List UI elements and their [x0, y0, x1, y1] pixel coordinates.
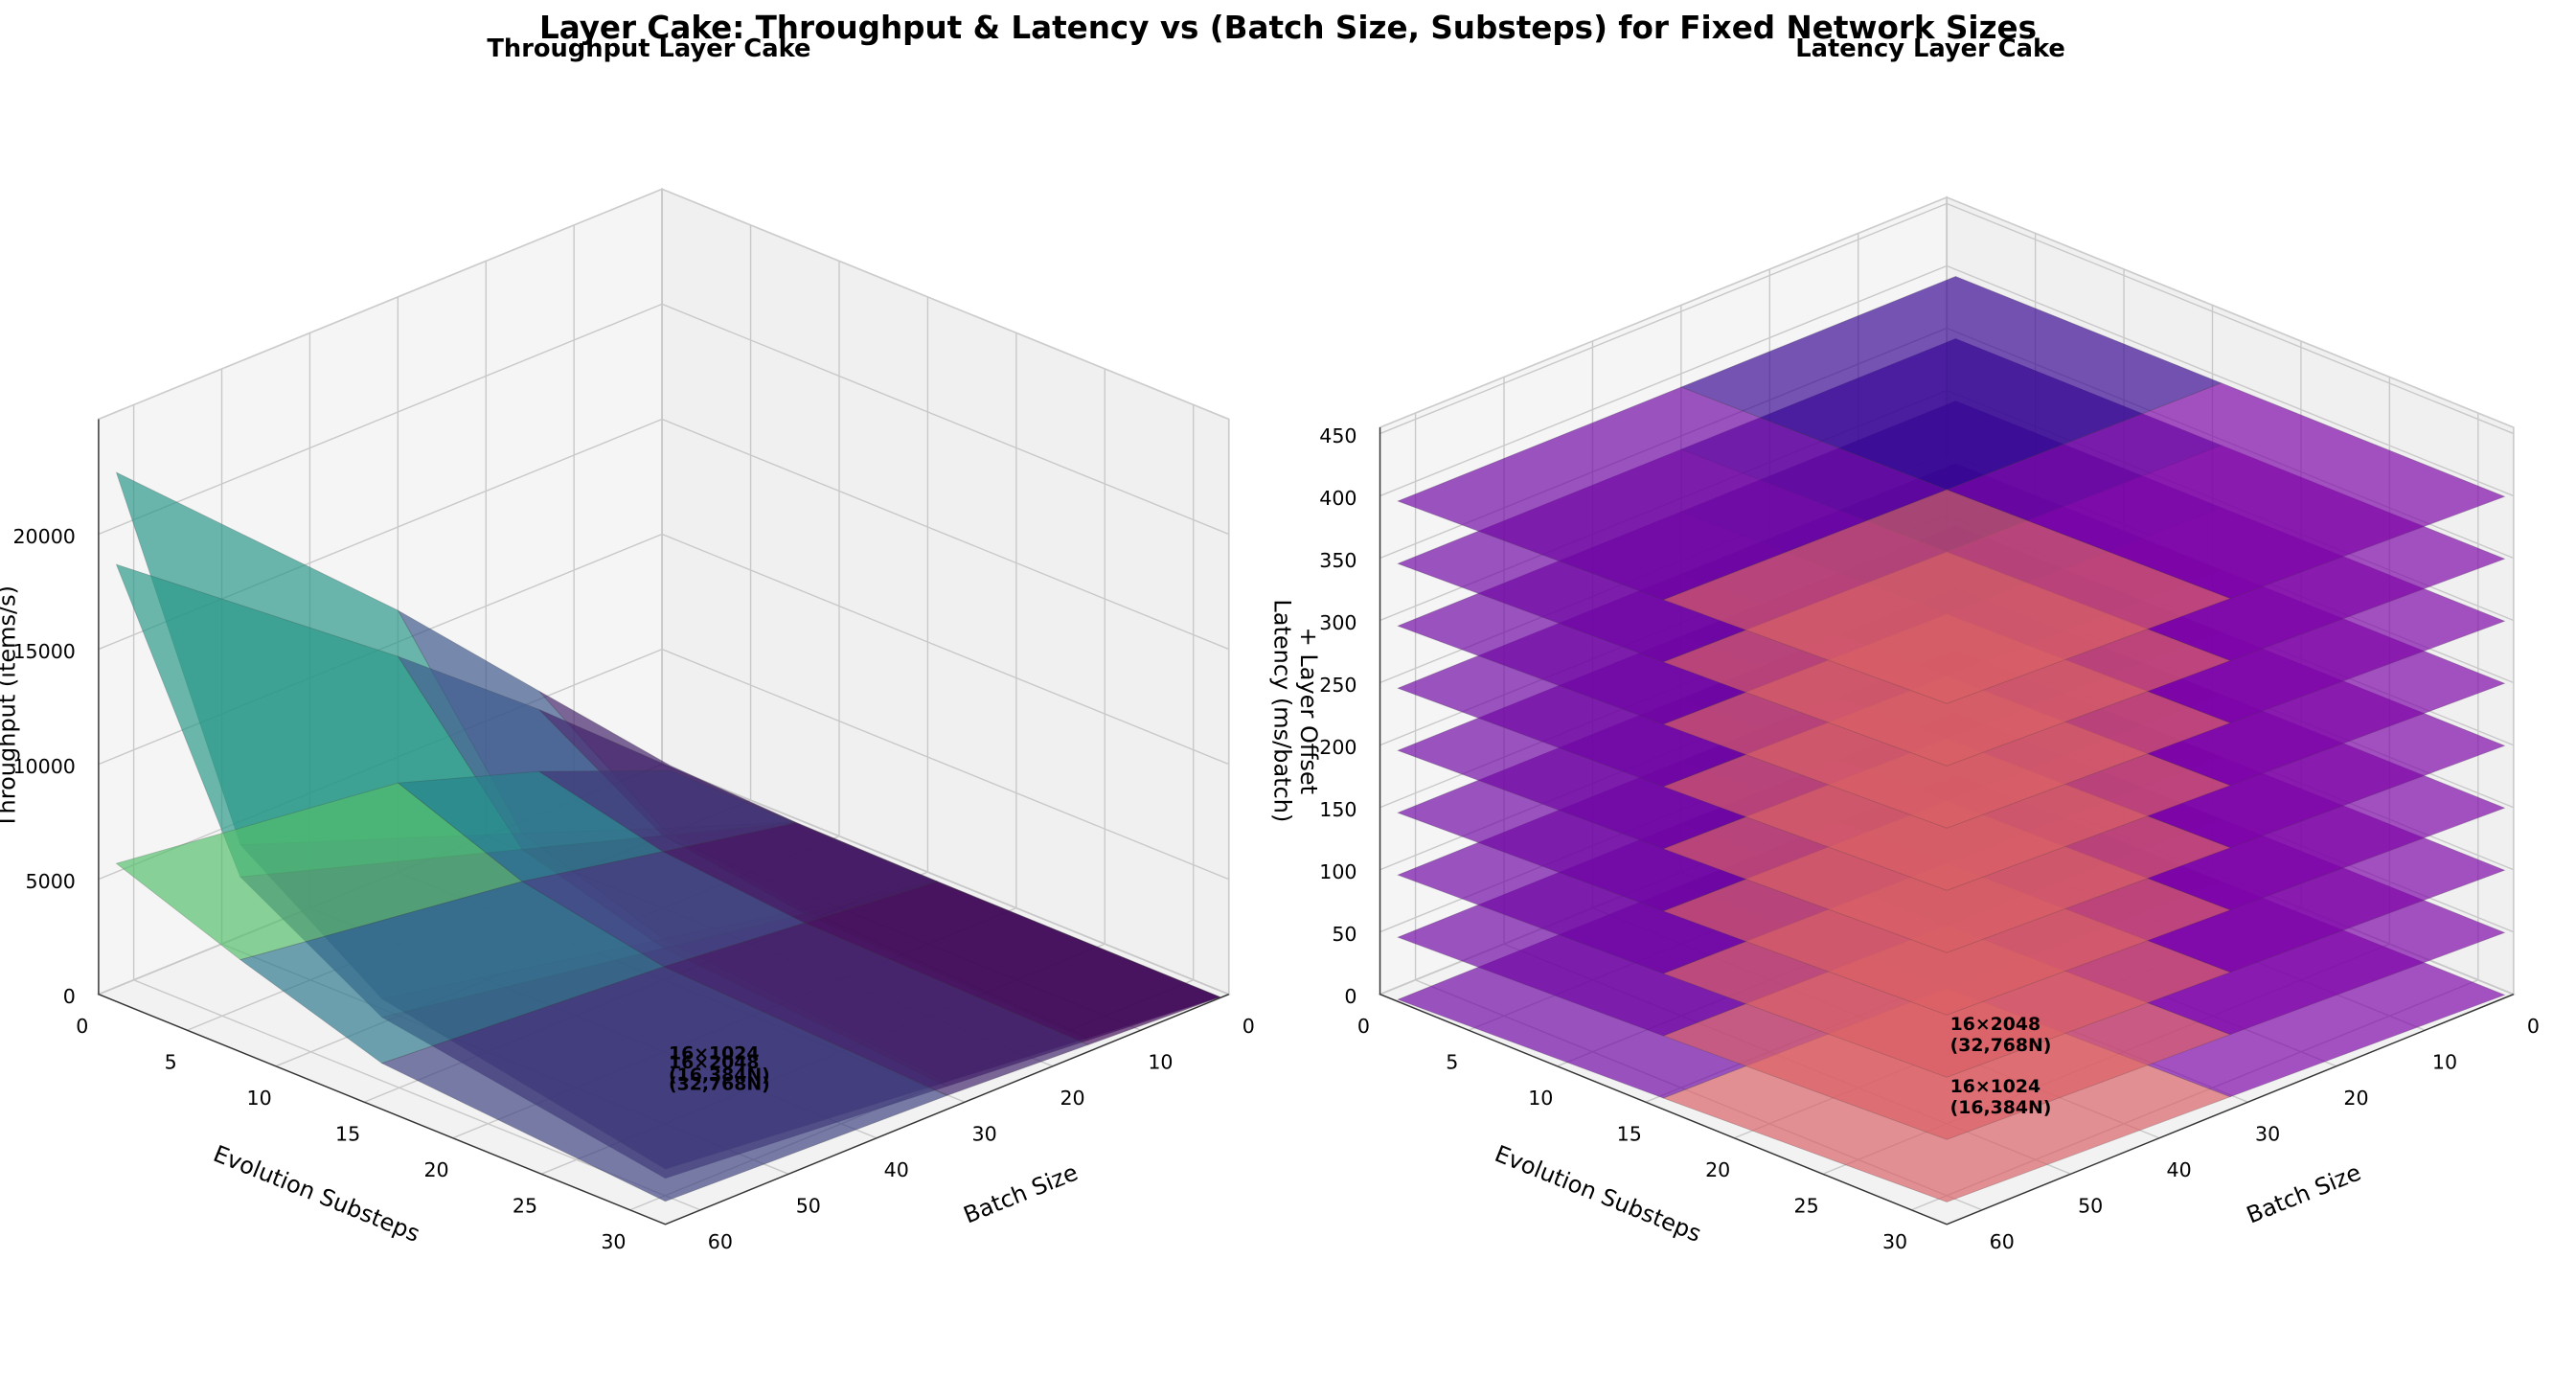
z-tick-label: 5000 — [26, 870, 76, 893]
y-tick-label: 25 — [1794, 1195, 1819, 1218]
y-tick-label: 20 — [1705, 1158, 1730, 1181]
x-tick-label: 30 — [972, 1123, 997, 1146]
y-axis-label: Evolution Substeps — [210, 1140, 423, 1248]
layer-label: 16×2048 — [669, 1052, 760, 1073]
layer-label: (16,384N) — [1950, 1097, 2052, 1118]
y-tick-label: 0 — [76, 1015, 88, 1038]
layer-label: 16×1024 — [1950, 1076, 2041, 1097]
x-tick-label: 0 — [2527, 1015, 2540, 1038]
x-tick-label: 20 — [2343, 1087, 2368, 1110]
x-axis-label: Batch Size — [2243, 1158, 2364, 1228]
y-axis-label: Evolution Substeps — [1491, 1140, 1704, 1248]
z-tick-label: 250 — [1319, 674, 1356, 697]
y-tick-label: 15 — [1617, 1123, 1642, 1146]
z-tick-label: 0 — [1344, 985, 1356, 1008]
subplot-title: Throughput Layer Cake — [487, 34, 810, 63]
layer-label: (32,768N) — [669, 1074, 770, 1095]
subplot-title: Latency Layer Cake — [1795, 34, 2065, 63]
x-tick-label: 10 — [1148, 1051, 1173, 1074]
x-tick-label: 20 — [1060, 1087, 1084, 1110]
layer-label: 16×2048 — [1950, 1014, 2041, 1035]
figure-title: Layer Cake: Throughput & Latency vs (Bat… — [539, 10, 2037, 46]
z-tick-label: 100 — [1319, 860, 1356, 883]
z-axis-label: Latency (ms/batch) — [1269, 599, 1296, 822]
z-tick-label: 15000 — [12, 640, 75, 663]
y-tick-label: 5 — [165, 1051, 177, 1074]
x-tick-label: 0 — [1242, 1015, 1255, 1038]
x-tick-label: 30 — [2255, 1123, 2280, 1146]
y-tick-label: 20 — [423, 1158, 448, 1181]
x-tick-label: 50 — [796, 1195, 821, 1218]
layer-label: (32,768N) — [1950, 1035, 2052, 1056]
axis-edge — [98, 419, 1230, 1225]
z-tick-label: 0 — [63, 985, 76, 1008]
layer-label: 16×1024 — [669, 1043, 760, 1065]
z-tick-label: 450 — [1319, 424, 1356, 447]
x-tick-label: 60 — [708, 1230, 733, 1253]
z-tick-label: 400 — [1319, 487, 1356, 510]
y-tick-label: 10 — [1528, 1087, 1553, 1110]
z-tick-label: 10000 — [12, 755, 75, 778]
x-tick-label: 40 — [2167, 1158, 2192, 1181]
z-tick-label: 350 — [1319, 549, 1356, 572]
z-axis-label: + Layer Offset — [1295, 628, 1322, 794]
z-tick-label: 150 — [1319, 798, 1356, 821]
surface-cell — [1662, 489, 2232, 704]
x-tick-label: 10 — [2432, 1051, 2457, 1074]
y-tick-label: 0 — [1357, 1015, 1370, 1038]
surface-cell — [380, 966, 948, 1202]
axis-edge — [1379, 427, 2515, 1225]
y-tick-label: 30 — [1882, 1230, 1907, 1253]
y-tick-label: 15 — [335, 1123, 360, 1146]
z-tick-label: 300 — [1319, 611, 1356, 634]
x-axis-label: Batch Size — [960, 1158, 1082, 1228]
z-tick-label: 50 — [1332, 923, 1356, 946]
y-tick-label: 5 — [1446, 1051, 1458, 1074]
z-tick-label: 20000 — [12, 525, 75, 548]
z-axis-label: Throughput (items/s) — [0, 585, 21, 829]
x-tick-label: 60 — [1990, 1230, 2015, 1253]
z-tick-label: 200 — [1319, 736, 1356, 759]
layer-label: (16,384N) — [669, 1065, 770, 1086]
y-tick-label: 25 — [513, 1195, 537, 1218]
x-tick-label: 50 — [2078, 1195, 2103, 1218]
x-tick-label: 40 — [884, 1158, 909, 1181]
y-tick-label: 30 — [601, 1230, 626, 1253]
y-tick-label: 10 — [247, 1087, 272, 1110]
